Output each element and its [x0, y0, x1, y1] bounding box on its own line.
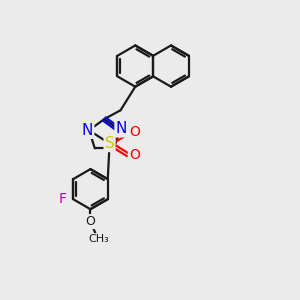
- Text: F: F: [59, 192, 67, 206]
- Text: S: S: [105, 136, 114, 151]
- Text: O: O: [129, 148, 140, 162]
- Text: N: N: [116, 121, 127, 136]
- Text: O: O: [129, 125, 140, 139]
- Text: F: F: [59, 192, 67, 206]
- Text: CH₃: CH₃: [88, 234, 109, 244]
- Text: N: N: [82, 123, 93, 138]
- Text: O: O: [85, 215, 95, 228]
